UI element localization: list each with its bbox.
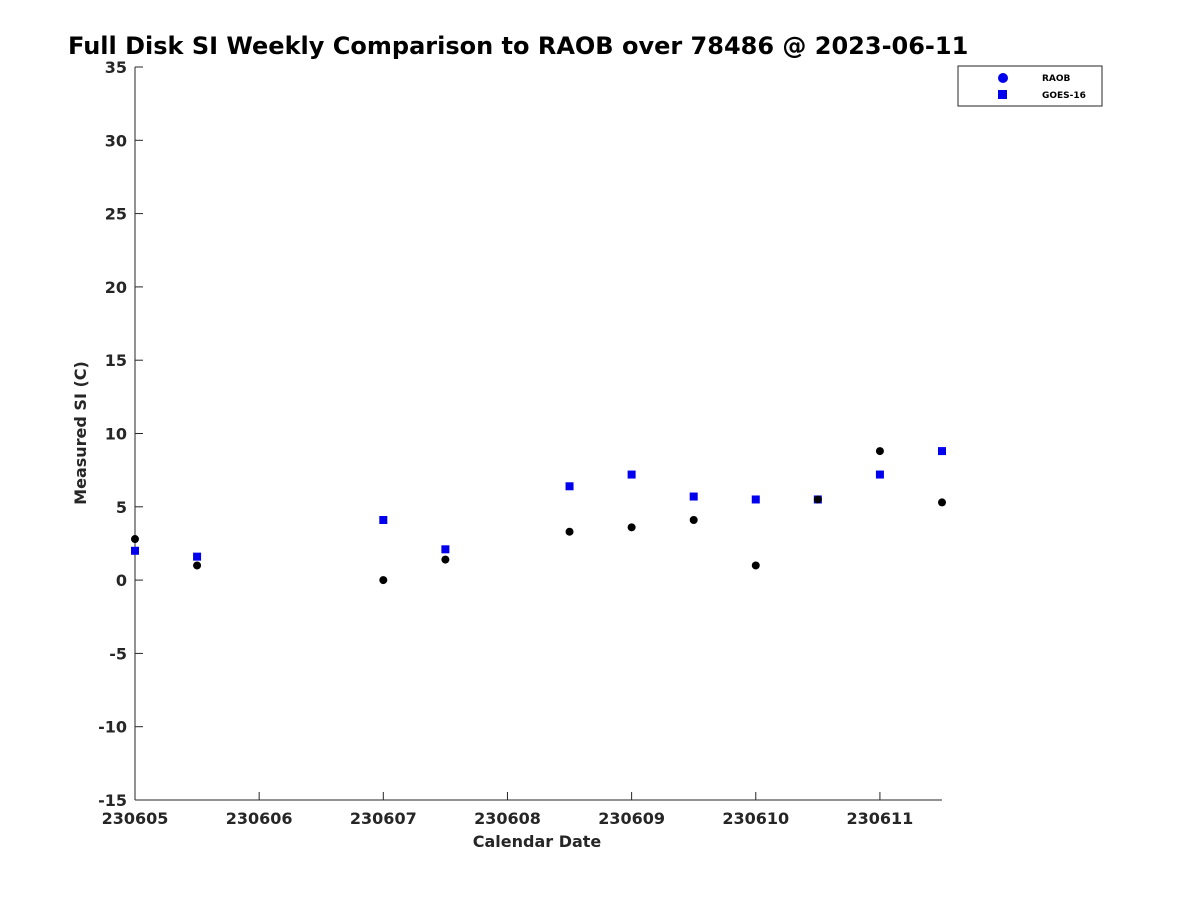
- x-axis-ticks: 230605 230606 230607 230608 230609 230610 2306…: [102, 792, 914, 828]
- legend: RAOB GOES-16: [957, 65, 1103, 107]
- y-tick-label: 20: [105, 278, 127, 297]
- raob-point: [875, 447, 884, 456]
- y-tick-label: 10: [105, 425, 127, 444]
- y-tick-label: 25: [105, 205, 127, 224]
- legend-box: [957, 65, 1103, 107]
- goes-16-point: [938, 447, 946, 456]
- raob-point: [938, 498, 946, 507]
- raob-point: [193, 561, 202, 570]
- goes-16-point: [751, 495, 760, 504]
- legend-raob-label: RAOB: [1042, 74, 1071, 84]
- axes: [134, 67, 942, 801]
- raob-point: [131, 535, 139, 544]
- goes-16-point: [565, 482, 574, 491]
- legend-goes-16-label: GOES-16: [1042, 91, 1086, 101]
- series-raob: [131, 447, 946, 585]
- series-goes-16: [131, 447, 946, 561]
- goes-16-point: [193, 552, 202, 561]
- raob-point: [627, 523, 636, 532]
- legend-raob-marker: [998, 73, 1008, 83]
- goes-16-point: [379, 515, 388, 524]
- y-tick-label: -10: [98, 718, 127, 737]
- y-tick-label: 30: [105, 131, 127, 150]
- goes-16-point: [875, 470, 884, 479]
- x-tick-label: 230611: [847, 809, 914, 828]
- y-tick-label: -5: [109, 644, 127, 663]
- y-tick-label: 0: [116, 571, 127, 590]
- raob-point: [689, 515, 698, 524]
- raob-point: [813, 495, 822, 504]
- goes-16-point: [689, 492, 698, 501]
- raob-point: [565, 527, 574, 536]
- x-tick-label: 230607: [350, 809, 417, 828]
- goes-16-point: [627, 470, 636, 479]
- y-tick-label: 15: [105, 351, 127, 370]
- raob-point: [379, 576, 388, 585]
- raob-point: [441, 555, 450, 564]
- y-axis-label: Measured SI (C): [71, 361, 90, 505]
- x-axis-label: Calendar Date: [473, 832, 602, 851]
- y-tick-label: -15: [98, 791, 127, 810]
- chart-title: Full Disk SI Weekly Comparison to RAOB o…: [68, 32, 968, 60]
- goes-16-point: [441, 545, 450, 554]
- x-tick-label: 230610: [722, 809, 789, 828]
- y-tick-label: 5: [116, 498, 127, 517]
- goes-16-point: [131, 546, 139, 555]
- raob-point: [751, 561, 760, 570]
- legend-goes-16-marker: [998, 90, 1007, 99]
- y-axis-ticks: -15 -10 -5 0 5 10 15 20 25 30 35: [98, 58, 143, 810]
- x-tick-label: 230609: [598, 809, 665, 828]
- y-tick-label: 35: [105, 58, 127, 77]
- x-tick-label: 230608: [474, 809, 541, 828]
- x-tick-label: 230606: [226, 809, 293, 828]
- x-tick-label: 230605: [102, 809, 169, 828]
